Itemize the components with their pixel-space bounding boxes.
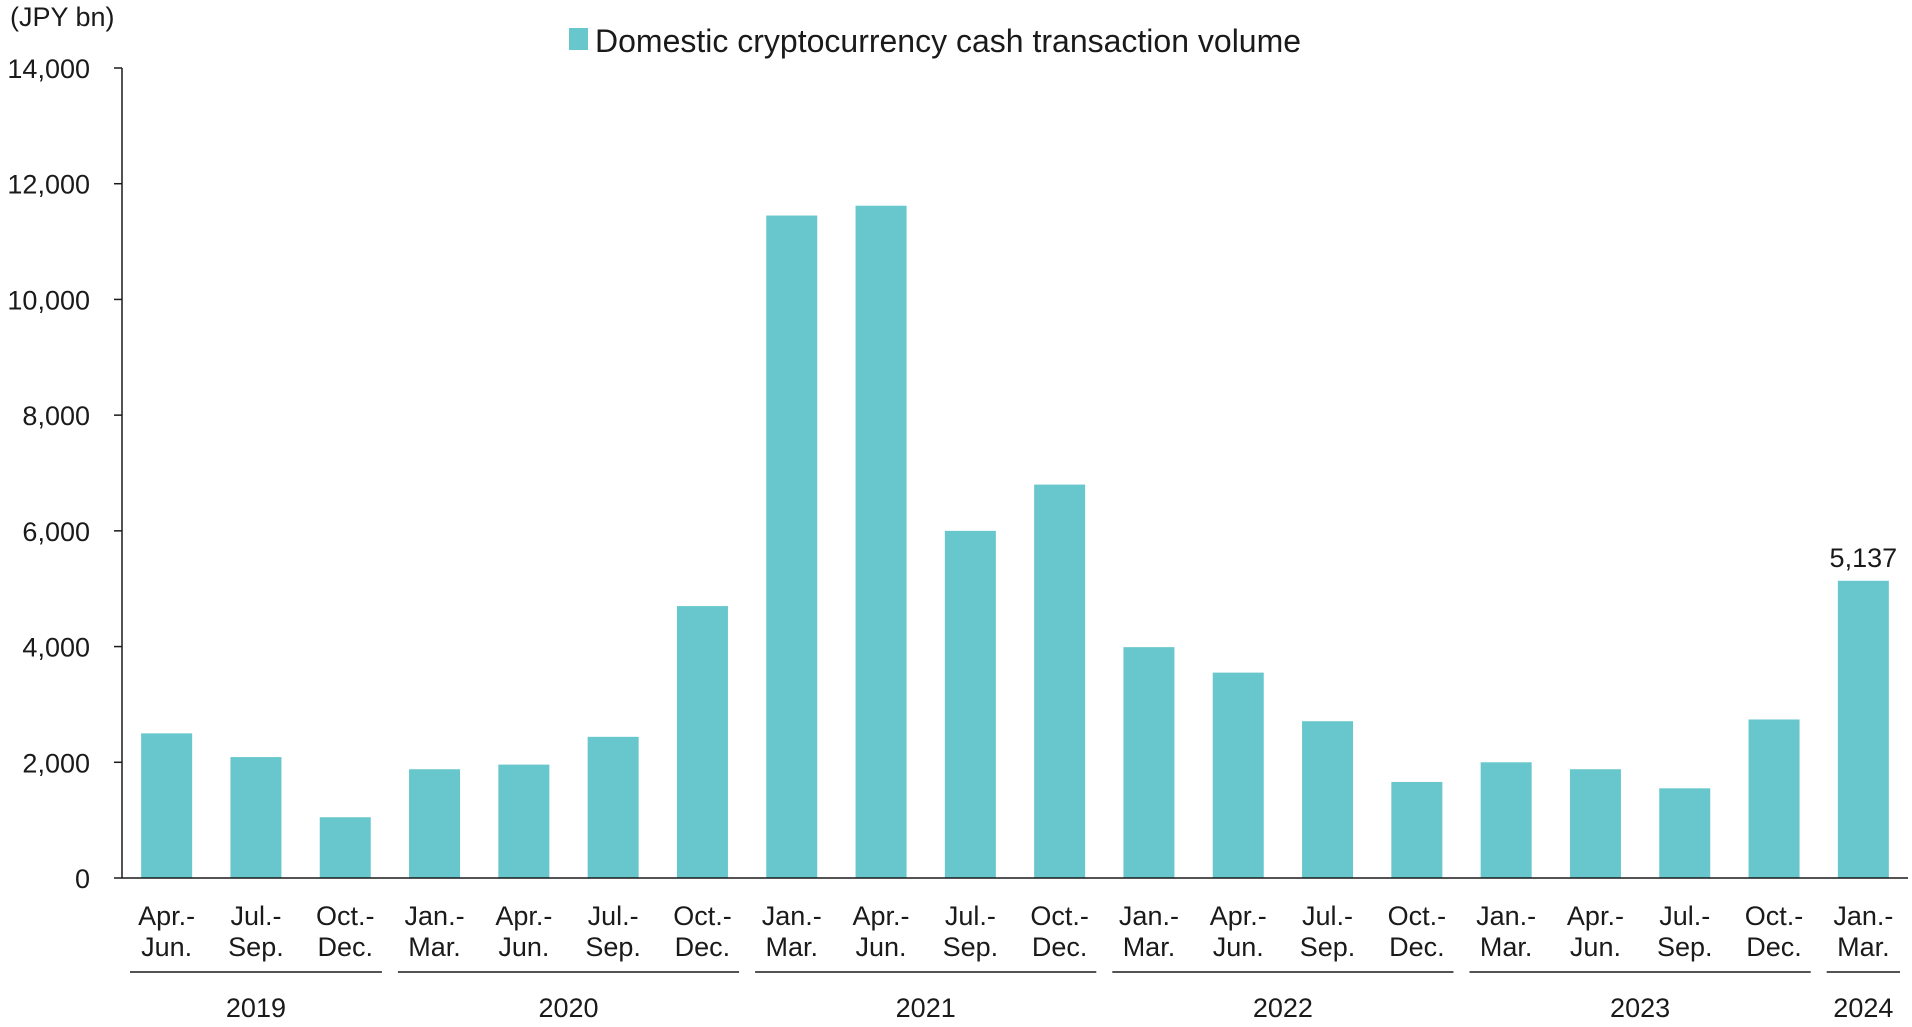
- year-group-label: 2019: [226, 993, 286, 1023]
- x-category-label: Jan.-: [405, 901, 465, 931]
- x-category-label: Sep.: [943, 932, 999, 962]
- x-category-label: Mar.: [765, 932, 818, 962]
- x-category-label: Jan.-: [1476, 901, 1536, 931]
- y-axis: 0 2,000 4,000 6,000 8,000 10,000 12,000 14,000: [7, 54, 123, 894]
- bar: [1212, 672, 1264, 878]
- x-category-label: Dec.: [675, 932, 731, 962]
- x-category-label: Apr.-: [853, 901, 910, 931]
- x-category-label: Jan.-: [762, 901, 822, 931]
- y-tick-label: 0: [75, 864, 90, 894]
- x-category-label: Oct.-: [673, 901, 732, 931]
- x-category-label: Jul.-: [1302, 901, 1353, 931]
- bar: [1748, 719, 1800, 878]
- x-category-label: Jun.: [856, 932, 907, 962]
- bar: [1034, 484, 1086, 878]
- year-group-label: 2024: [1833, 993, 1893, 1023]
- bar: [855, 205, 907, 878]
- y-tick-label: 10,000: [7, 285, 90, 315]
- year-group-label: 2022: [1253, 993, 1313, 1023]
- x-axis: Apr.-Jun.Jul.-Sep.Oct.-Dec.Jan.-Mar.Apr.…: [122, 877, 1908, 962]
- x-category-label: Jul.-: [945, 901, 996, 931]
- year-group-label: 2020: [538, 993, 598, 1023]
- y-tick-label: 14,000: [7, 54, 90, 84]
- bar: [1123, 647, 1175, 878]
- x-category-label: Mar.: [1123, 932, 1176, 962]
- bar: [1391, 781, 1443, 878]
- y-axis-unit-label: (JPY bn): [10, 2, 115, 32]
- x-category-label: Sep.: [1657, 932, 1713, 962]
- bar: [498, 764, 550, 878]
- bars: [141, 205, 1889, 879]
- bar: [230, 757, 282, 878]
- x-category-label: Dec.: [1746, 932, 1802, 962]
- x-category-label: Jan.-: [1833, 901, 1893, 931]
- x-category-label: Oct.-: [1030, 901, 1089, 931]
- bar: [319, 817, 371, 878]
- x-category-label: Oct.-: [316, 901, 375, 931]
- x-category-label: Jan.-: [1119, 901, 1179, 931]
- y-tick-label: 8,000: [22, 401, 90, 431]
- year-group-label: 2021: [896, 993, 956, 1023]
- x-category-label: Oct.-: [1388, 901, 1447, 931]
- bar: [587, 736, 639, 878]
- x-category-label: Jun.: [141, 932, 192, 962]
- y-tick-label: 2,000: [22, 748, 90, 778]
- x-category-label: Jul.-: [1659, 901, 1710, 931]
- x-category-label: Apr.-: [1567, 901, 1624, 931]
- legend: Domestic cryptocurrency cash transaction…: [569, 23, 1301, 59]
- x-category-label: Mar.: [408, 932, 461, 962]
- bar: [1837, 580, 1889, 878]
- year-groups: 2019 2020 2021 2022 2023 2024: [130, 971, 1900, 1023]
- y-tick-label: 12,000: [7, 170, 90, 200]
- x-category-label: Jun.: [1570, 932, 1621, 962]
- x-category-label: Jun.: [1213, 932, 1264, 962]
- bar: [944, 530, 996, 878]
- x-category-label: Jul.-: [230, 901, 281, 931]
- year-group-label: 2023: [1610, 993, 1670, 1023]
- x-category-label: Mar.: [1480, 932, 1533, 962]
- legend-swatch: [569, 28, 588, 50]
- x-category-label: Dec.: [1032, 932, 1088, 962]
- x-category-label: Apr.-: [495, 901, 552, 931]
- x-category-label: Dec.: [1389, 932, 1445, 962]
- bar: [141, 733, 193, 878]
- x-category-label: Oct.-: [1745, 901, 1804, 931]
- y-tick-label: 4,000: [22, 633, 90, 663]
- x-category-label: Apr.-: [138, 901, 195, 931]
- data-label: 5,137: [1830, 543, 1898, 573]
- y-tick-label: 6,000: [22, 517, 90, 547]
- x-category-label: Sep.: [1300, 932, 1356, 962]
- x-category-label: Mar.: [1837, 932, 1890, 962]
- x-category-label: Jul.-: [588, 901, 639, 931]
- x-category-label: Dec.: [317, 932, 373, 962]
- bar: [1480, 762, 1532, 878]
- bar: [1302, 721, 1354, 878]
- bar: [409, 769, 461, 878]
- bar: [766, 215, 818, 879]
- x-category-label: Jun.: [498, 932, 549, 962]
- x-category-label: Sep.: [228, 932, 284, 962]
- bar: [676, 606, 728, 878]
- legend-label: Domestic cryptocurrency cash transaction…: [595, 23, 1301, 59]
- bar: [1569, 769, 1621, 878]
- bar: [1659, 788, 1711, 878]
- x-category-label: Apr.-: [1210, 901, 1267, 931]
- x-category-label: Sep.: [585, 932, 641, 962]
- data-labels: 5,137: [1830, 543, 1898, 573]
